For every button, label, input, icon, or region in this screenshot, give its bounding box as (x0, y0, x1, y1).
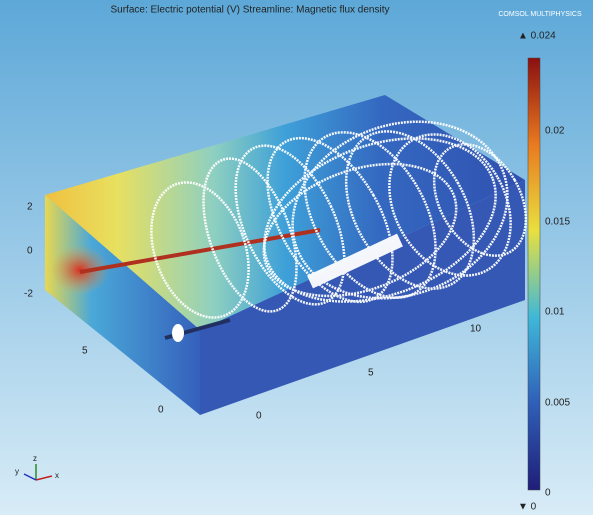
z-tick: -2 (24, 289, 33, 300)
z-tick: 0 (27, 246, 33, 257)
logo: COMSOL MULTIPHYSICS (498, 11, 582, 18)
x-tick: 0 (256, 411, 262, 422)
colorbar-tick: 0.02 (545, 126, 565, 137)
y-tick: 5 (82, 346, 88, 357)
plot-title: Surface: Electric potential (V) Streamli… (110, 5, 389, 16)
colorbar-tick: 0.005 (545, 398, 570, 409)
x-tick: 5 (368, 368, 374, 379)
z-tick: 2 (27, 202, 33, 213)
triad-label: y (15, 467, 19, 476)
triad-label: x (55, 471, 59, 480)
colorbar-tick: 0 (545, 488, 551, 499)
wire-end (172, 324, 184, 342)
y-tick: 0 (158, 405, 164, 416)
colorbar-tick: 0.01 (545, 307, 565, 318)
x-tick: 10 (470, 324, 482, 335)
viewport: Surface: Electric potential (V) Streamli… (0, 0, 593, 515)
colorbar-min: ▼ 0 (518, 502, 537, 513)
colorbar (528, 58, 540, 490)
colorbar-max: ▲ 0.024 (518, 31, 556, 42)
triad-label: z (33, 454, 37, 463)
colorbar-tick: 0.015 (545, 217, 570, 228)
